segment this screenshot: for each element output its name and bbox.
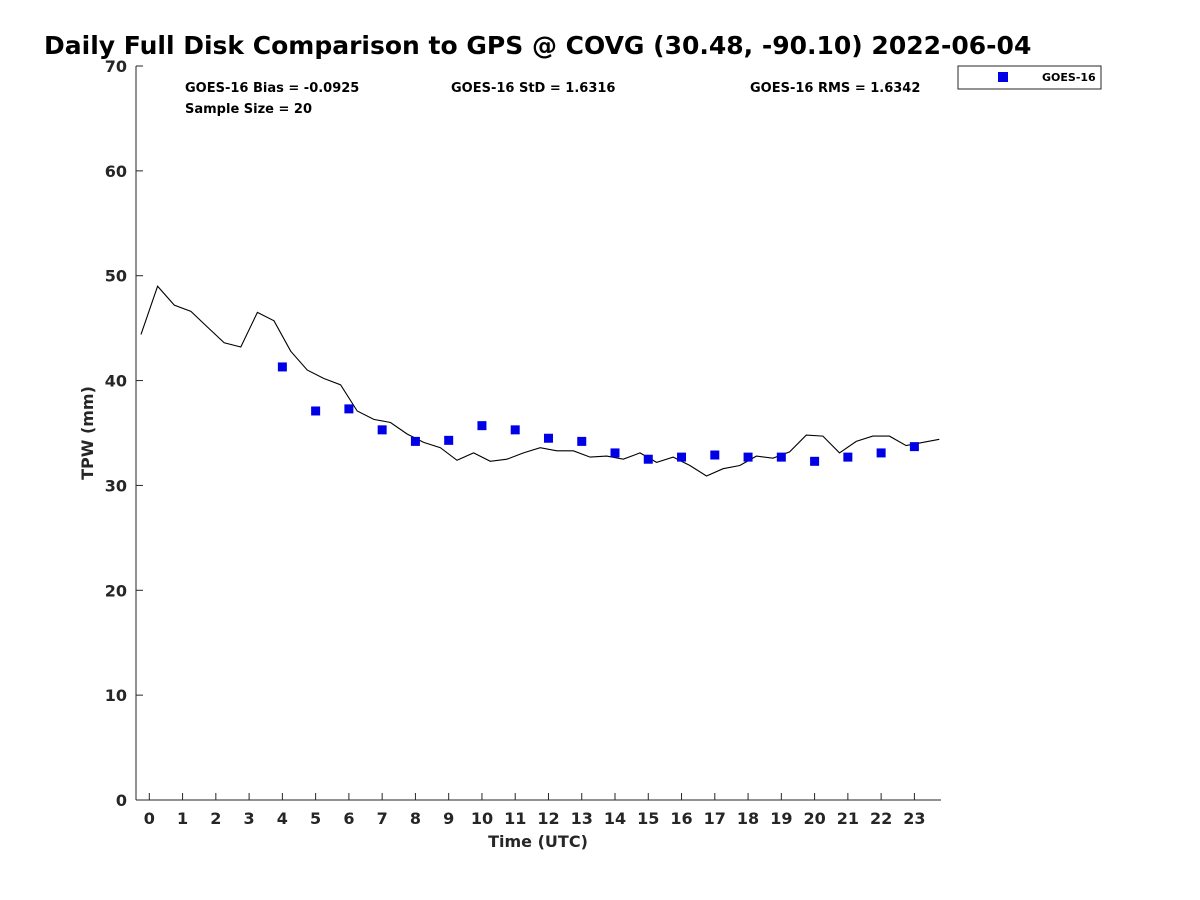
x-tick-label: 11 bbox=[504, 809, 526, 828]
y-axis-label: TPW (mm) bbox=[78, 386, 97, 480]
rms-stat: GOES-16 RMS = 1.6342 bbox=[750, 81, 920, 96]
x-tick-label: 9 bbox=[443, 809, 454, 828]
x-tick-label: 8 bbox=[410, 809, 421, 828]
y-tick-label: 40 bbox=[105, 372, 127, 391]
std-stat: GOES-16 StD = 1.6316 bbox=[451, 81, 615, 96]
goes16-data-point bbox=[344, 404, 354, 414]
goes16-data-point bbox=[577, 436, 587, 446]
goes16-data-point bbox=[843, 452, 853, 462]
goes16-data-point bbox=[477, 421, 487, 431]
y-tick-label: 0 bbox=[116, 791, 127, 810]
goes16-data-point bbox=[311, 406, 321, 416]
goes16-data-point bbox=[643, 454, 653, 464]
x-tick-label: 14 bbox=[604, 809, 626, 828]
goes16-data-point bbox=[810, 456, 820, 466]
x-axis-ticks: 0 1 2 3 4 5 6 7 8 9 10 11 12 13 14 15 16 17 18 19 20 21 22 23 bbox=[144, 793, 926, 828]
x-tick-label: 18 bbox=[737, 809, 759, 828]
legend-box bbox=[957, 65, 1102, 90]
y-tick-label: 30 bbox=[105, 476, 127, 495]
x-tick-label: 6 bbox=[343, 809, 354, 828]
x-tick-label: 17 bbox=[704, 809, 726, 828]
series-layer bbox=[140, 285, 940, 477]
x-tick-label: 10 bbox=[471, 809, 493, 828]
x-tick-label: 20 bbox=[803, 809, 825, 828]
y-axis-ticks: 0 10 20 30 40 50 60 70 bbox=[105, 57, 143, 810]
goes16-data-point bbox=[677, 452, 687, 462]
sample-size-stat: Sample Size = 20 bbox=[185, 102, 312, 117]
x-tick-label: 13 bbox=[571, 809, 593, 828]
goes16-data-point bbox=[909, 442, 919, 452]
goes16-data-point bbox=[776, 452, 786, 462]
legend-marker-goes16 bbox=[998, 72, 1008, 82]
goes16-data-point bbox=[543, 433, 553, 443]
x-tick-label: 3 bbox=[244, 809, 255, 828]
goes16-data-point bbox=[743, 452, 753, 462]
x-tick-label: 2 bbox=[210, 809, 221, 828]
x-tick-label: 0 bbox=[144, 809, 155, 828]
goes16-data-point bbox=[710, 450, 720, 460]
goes16-data-point bbox=[277, 362, 287, 372]
x-tick-label: 16 bbox=[670, 809, 692, 828]
y-tick-label: 20 bbox=[105, 581, 127, 600]
goes16-data-point bbox=[876, 448, 886, 458]
goes16-data-point bbox=[377, 425, 387, 435]
goes16-data-point bbox=[510, 425, 520, 435]
legend-label-goes16: GOES-16 bbox=[1042, 71, 1096, 84]
x-axis-label: Time (UTC) bbox=[488, 832, 588, 851]
x-tick-label: 5 bbox=[310, 809, 321, 828]
gps-tpw-line bbox=[140, 285, 940, 477]
y-tick-label: 50 bbox=[105, 267, 127, 286]
legend: GOES-16 bbox=[957, 65, 1102, 90]
goes16-data-point bbox=[444, 435, 454, 445]
goes16-data-point bbox=[610, 448, 620, 458]
x-tick-label: 15 bbox=[637, 809, 659, 828]
x-tick-label: 21 bbox=[837, 809, 859, 828]
x-tick-label: 1 bbox=[177, 809, 188, 828]
y-tick-label: 60 bbox=[105, 162, 127, 181]
bias-stat: GOES-16 Bias = -0.0925 bbox=[185, 81, 359, 96]
x-tick-label: 19 bbox=[770, 809, 792, 828]
y-tick-label: 70 bbox=[105, 57, 127, 76]
x-tick-label: 23 bbox=[903, 809, 925, 828]
x-tick-label: 22 bbox=[870, 809, 892, 828]
y-tick-label: 10 bbox=[105, 686, 127, 705]
plot-area bbox=[135, 66, 941, 801]
chart-title: Daily Full Disk Comparison to GPS @ COVG… bbox=[44, 31, 1031, 60]
x-tick-label: 12 bbox=[537, 809, 559, 828]
x-tick-label: 4 bbox=[277, 809, 288, 828]
goes16-data-point bbox=[410, 436, 420, 446]
x-tick-label: 7 bbox=[377, 809, 388, 828]
